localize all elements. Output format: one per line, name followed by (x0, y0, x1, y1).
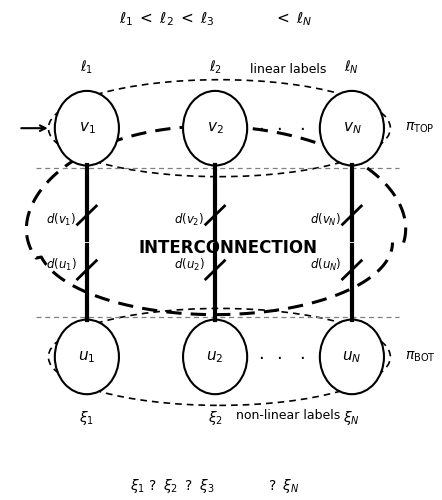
Text: $v_1$: $v_1$ (79, 120, 95, 136)
Text: $\ell_2$: $\ell_2$ (209, 58, 222, 76)
Circle shape (320, 91, 384, 166)
Text: $\pi_{\mathrm{BOT}}$: $\pi_{\mathrm{BOT}}$ (405, 350, 436, 364)
Circle shape (55, 91, 119, 166)
Text: $u_2$: $u_2$ (206, 349, 224, 365)
Text: INTERCONNECTION: INTERCONNECTION (138, 238, 317, 256)
Text: $\cdot\;\;\cdot\;\;\cdot$: $\cdot\;\;\cdot\;\;\cdot$ (258, 119, 305, 137)
Text: $\xi_2$: $\xi_2$ (208, 409, 223, 427)
Text: $\xi_1$: $\xi_1$ (80, 409, 95, 427)
Text: linear labels: linear labels (250, 63, 326, 76)
Text: $u_1$: $u_1$ (78, 349, 95, 365)
Text: $d(u_1)$: $d(u_1)$ (46, 257, 76, 273)
Text: $d(u_N)$: $d(u_N)$ (309, 257, 341, 273)
Text: $d(v_2)$: $d(v_2)$ (174, 212, 205, 228)
Text: $\ell_1\; <\; \ell_2\; <\; \ell_3$$\qquad\qquad <\; \ell_N$: $\ell_1\; <\; \ell_2\; <\; \ell_3$$\qqua… (118, 10, 312, 28)
Text: $\ell_N$: $\ell_N$ (344, 58, 359, 76)
Circle shape (183, 320, 247, 394)
Text: $d(v_1)$: $d(v_1)$ (46, 212, 76, 228)
Text: $\xi_1\;?\;\;\xi_2\;\;?\;\;\xi_3$$\qquad\qquad ?\;\;\xi_N$: $\xi_1\;?\;\;\xi_2\;\;?\;\;\xi_3$$\qquad… (130, 477, 300, 495)
Text: $\pi_{\mathrm{TOP}}$: $\pi_{\mathrm{TOP}}$ (405, 121, 435, 136)
Text: $d(v_N)$: $d(v_N)$ (310, 212, 341, 228)
Text: $\cdot\;\;\cdot\;\;\cdot$: $\cdot\;\;\cdot\;\;\cdot$ (258, 348, 305, 366)
Circle shape (183, 91, 247, 166)
Text: $v_2$: $v_2$ (207, 120, 224, 136)
Text: $u_N$: $u_N$ (342, 349, 362, 365)
Text: $\xi_N$: $\xi_N$ (343, 409, 360, 427)
Text: $d(u_2)$: $d(u_2)$ (174, 257, 205, 273)
Text: non-linear labels: non-linear labels (236, 409, 340, 422)
Text: $\ell_1$: $\ell_1$ (80, 58, 93, 76)
Circle shape (55, 320, 119, 394)
Circle shape (320, 320, 384, 394)
Text: $v_N$: $v_N$ (343, 120, 361, 136)
